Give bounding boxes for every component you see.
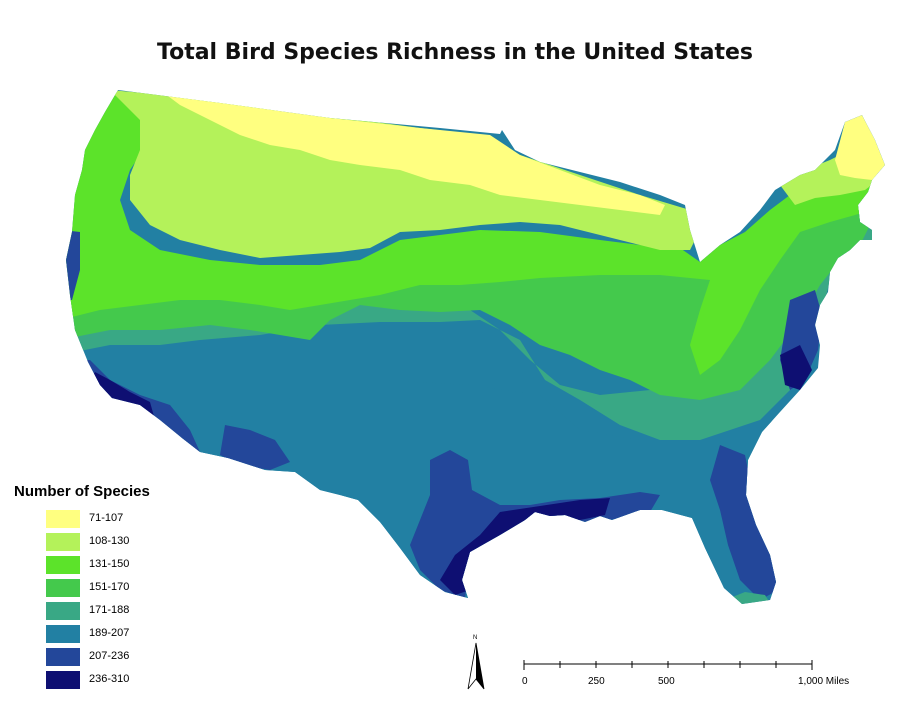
legend-label: 236-310 [89, 673, 130, 685]
map-legend: Number of Species 71-107 108-130 131-150… [14, 483, 150, 692]
legend-item: 131-150 [14, 554, 150, 577]
north-arrow-icon: N [467, 635, 485, 690]
legend-label: 108-130 [89, 535, 130, 547]
legend-swatch [46, 510, 80, 528]
legend-swatch [46, 602, 80, 620]
legend-swatch [46, 579, 80, 597]
legend-label: 131-150 [89, 558, 130, 570]
legend-label: 189-207 [89, 627, 130, 639]
scale-label-1000: 1,000 Miles [798, 676, 850, 687]
legend-item: 108-130 [14, 531, 150, 554]
scale-bar: 0 250 500 1,000 Miles [520, 658, 850, 688]
legend-item: 207-236 [14, 646, 150, 669]
scale-label-0: 0 [522, 676, 528, 687]
legend-swatch [46, 625, 80, 643]
legend-label: 71-107 [89, 512, 124, 524]
legend-label: 171-188 [89, 604, 130, 616]
scale-label-250: 250 [588, 676, 605, 687]
legend-item: 151-170 [14, 577, 150, 600]
legend-item: 236-310 [14, 669, 150, 692]
map-title: Total Bird Species Richness in the Unite… [157, 40, 753, 65]
legend-item: 71-107 [14, 508, 150, 531]
scale-label-500: 500 [658, 676, 675, 687]
legend-title: Number of Species [14, 483, 150, 500]
legend-item: 189-207 [14, 623, 150, 646]
legend-swatch [46, 533, 80, 551]
legend-label: 151-170 [89, 581, 130, 593]
legend-swatch [46, 671, 80, 689]
north-arrow-label: N [473, 635, 477, 641]
legend-swatch [46, 556, 80, 574]
north-arrow: N [466, 633, 486, 696]
legend-swatch [46, 648, 80, 666]
scale-bar-graphic [523, 660, 813, 670]
legend-label: 207-236 [89, 650, 130, 662]
legend-item: 171-188 [14, 600, 150, 623]
